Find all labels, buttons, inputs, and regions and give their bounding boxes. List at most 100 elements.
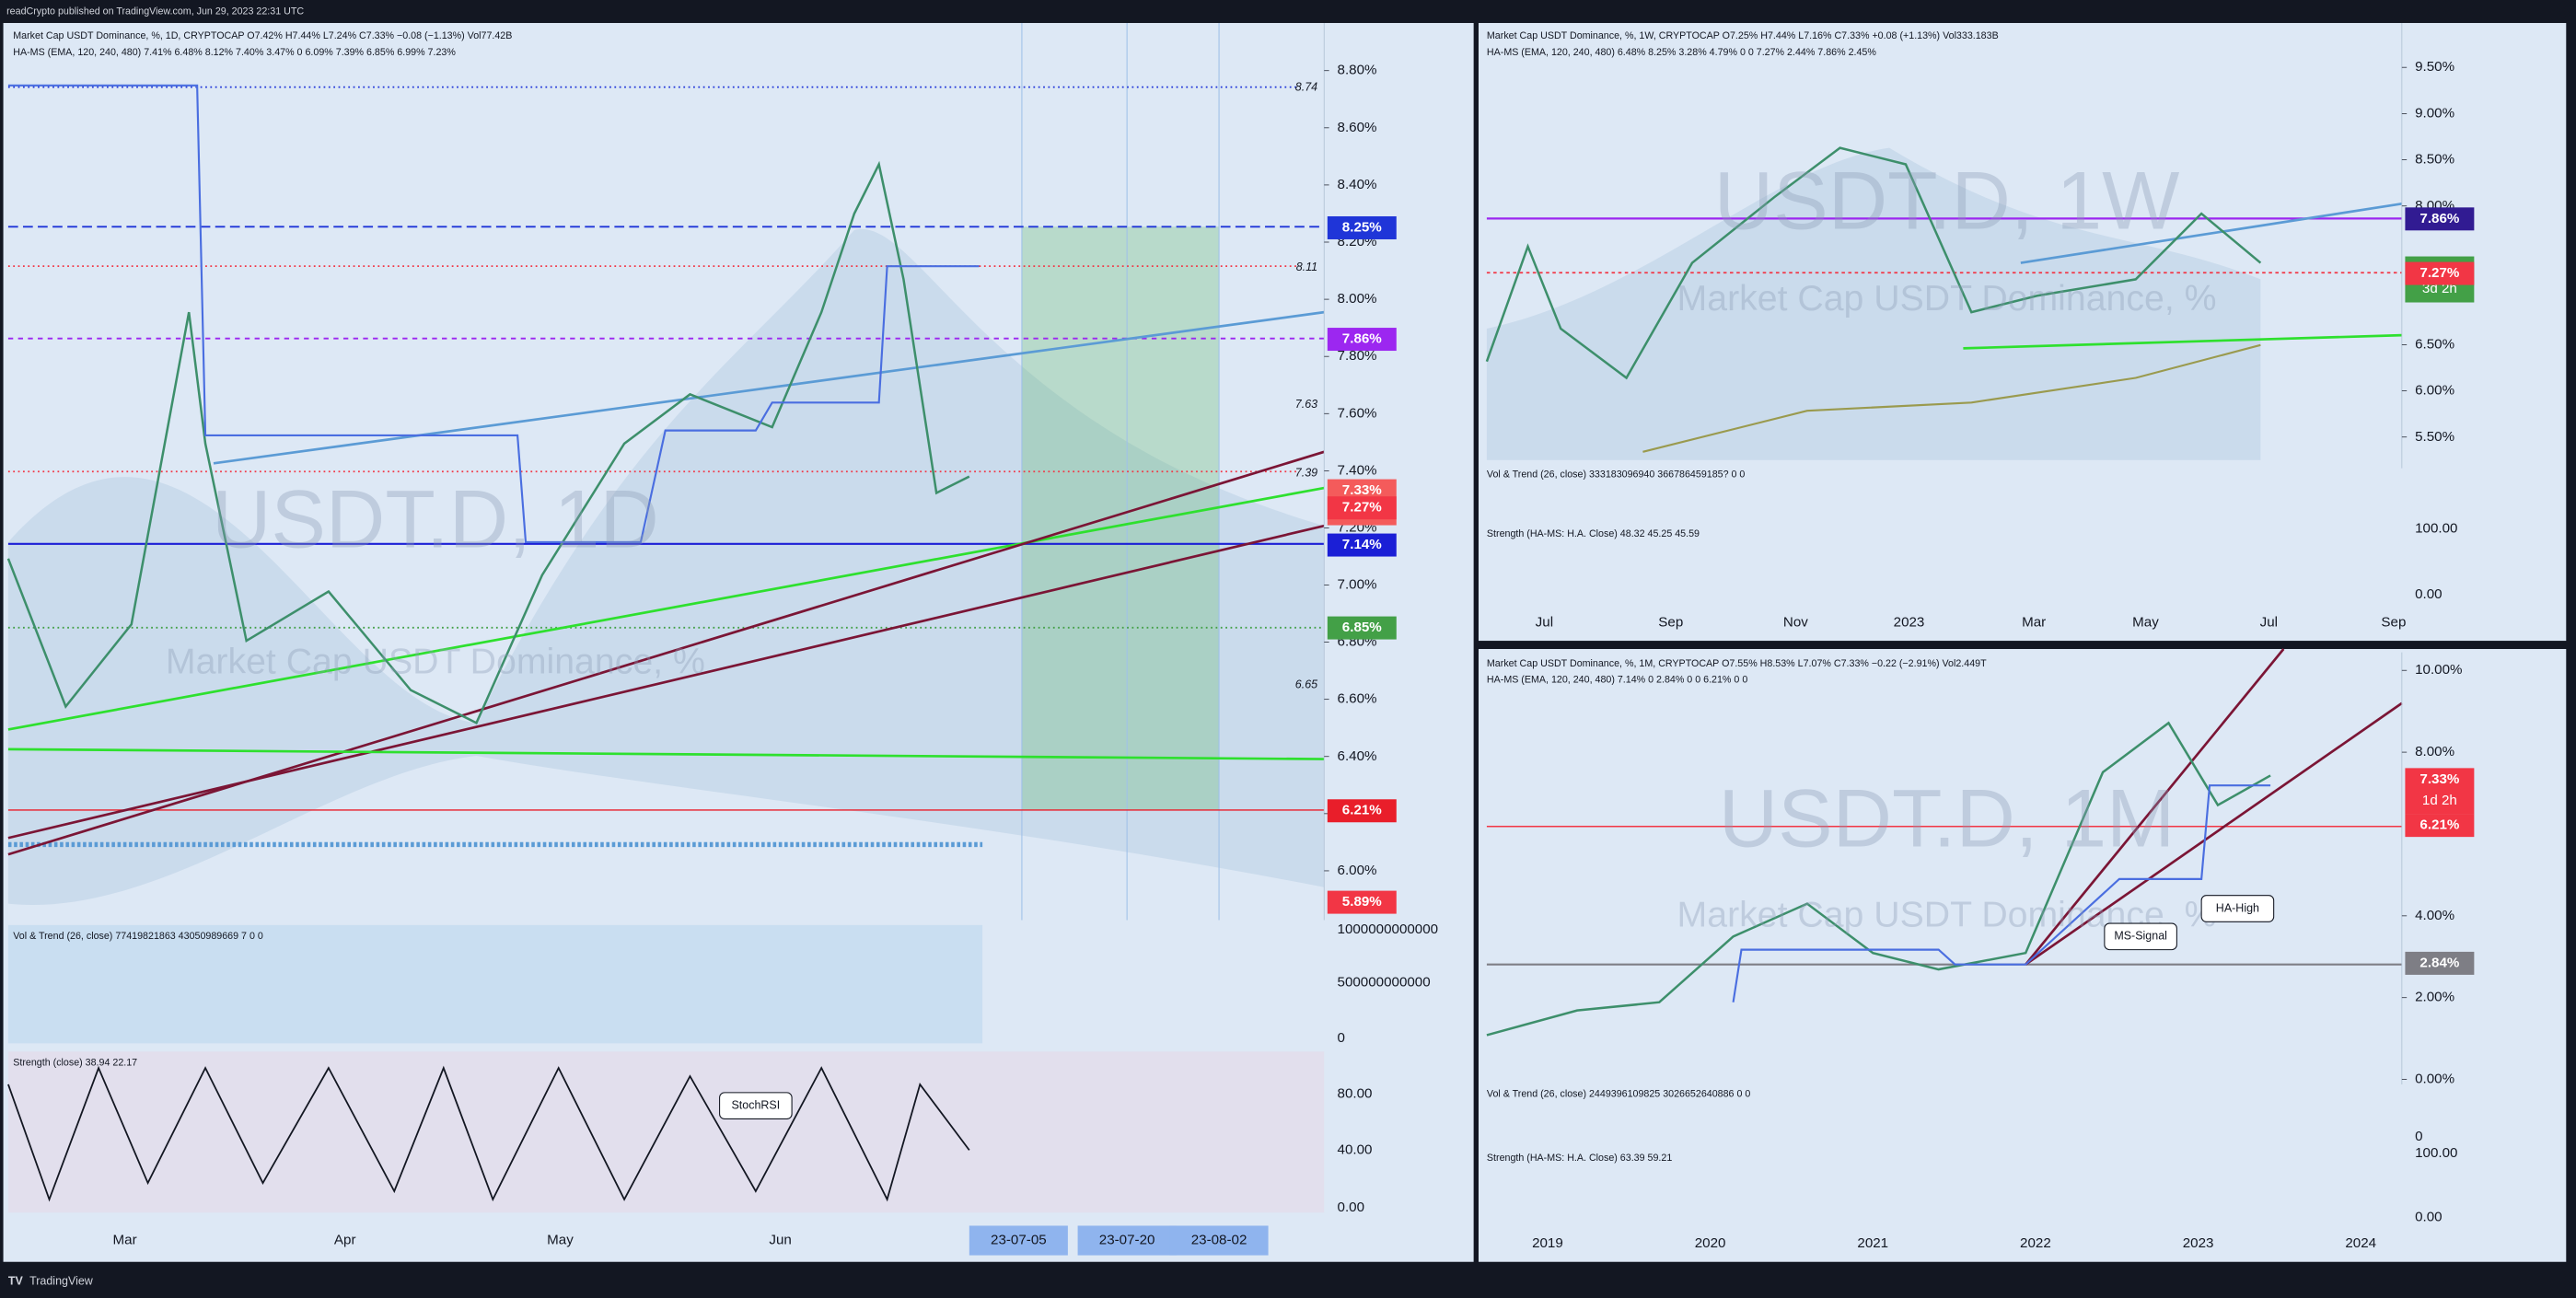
note: StochRSI: [731, 1098, 780, 1111]
indicator-title: Strength (HA-MS: H.A. Close) 48.32 45.25…: [1487, 528, 1700, 539]
time-label: Sep: [1658, 614, 1683, 630]
price-tick-label: 9.50%: [2415, 59, 2454, 75]
indicator-title: Strength (close) 38.94 22.17: [13, 1058, 137, 1069]
price-tag-label: 7.27%: [2419, 265, 2459, 281]
indicator-axis-label: 0: [2415, 1129, 2422, 1144]
time-label: May: [547, 1233, 574, 1248]
indicator-title: Vol & Trend (26, close) 333183096940 366…: [1487, 469, 1746, 481]
price-tag: [2405, 261, 2475, 285]
note-box: [2200, 895, 2275, 922]
price-tick-label: 8.50%: [2415, 152, 2454, 168]
price-path: [6, 160, 970, 725]
ha-high: [1732, 784, 2271, 1002]
trendline: [2025, 701, 2403, 966]
header: readCrypto published on TradingView.com,…: [6, 6, 304, 17]
line-label: 6.65: [1295, 678, 1317, 690]
indicator-axis-label: 0.00: [1338, 1199, 1364, 1215]
trendline: [2020, 202, 2403, 264]
price-tag: [2405, 768, 2475, 815]
trendline: [2025, 648, 2285, 966]
price-tick-label: 7.40%: [1338, 462, 1377, 478]
price-tick-label: 6.00%: [1338, 863, 1377, 878]
price-tag: [2405, 951, 2475, 975]
price-tick-label: 6.40%: [1338, 748, 1377, 764]
price-path: [1486, 721, 2271, 1037]
note: HA-High: [2216, 901, 2259, 914]
strength-bg: [7, 1051, 1325, 1213]
price-tick-label: 8.80%: [1338, 63, 1377, 78]
watermark: USDT.D, 1D: [212, 473, 659, 565]
price-tag-label: 7.33%: [2419, 771, 2459, 787]
date-tag: [1077, 1225, 1177, 1256]
price-tick-label: 8.00%: [1338, 291, 1377, 307]
footer-logo: TV: [8, 1274, 24, 1287]
legend: HA-MS (EMA, 120, 240, 480) 6.48% 8.25% 3…: [1487, 47, 1876, 58]
price-tick-label: 7.80%: [1338, 348, 1377, 364]
footer-brand: TradingView: [29, 1274, 94, 1287]
price-tick-label: 8.00%: [2415, 744, 2454, 759]
watermark: Market Cap USDT Dominance, %: [1677, 278, 2217, 319]
price-tag-label: 6.21%: [1342, 803, 1382, 818]
target-zone: [1021, 226, 1220, 810]
date-tag-label: 23-07-05: [991, 1233, 1047, 1248]
price-tag: [1327, 890, 1397, 914]
time-label: Sep: [2381, 614, 2406, 630]
price-tick-label: 8.40%: [1338, 177, 1377, 192]
time-label: 2022: [2020, 1235, 2051, 1251]
price-tag: [1327, 215, 1397, 239]
price-tick-label: 6.50%: [2415, 336, 2454, 352]
time-label: Apr: [334, 1233, 356, 1248]
price-tick-label: 8.60%: [1338, 120, 1377, 135]
time-label: Nov: [1783, 614, 1808, 630]
price-tag: [1327, 328, 1397, 352]
price-tag: [2405, 814, 2475, 838]
watermark: Market Cap USDT Dominance, %: [166, 641, 705, 681]
indicator-title: Vol & Trend (26, close) 2449396109825 30…: [1487, 1089, 1750, 1100]
price-tick-label: 0.00%: [2415, 1072, 2454, 1087]
price-tick-label: 2.00%: [2415, 990, 2454, 1005]
line-label: 8.11: [1296, 261, 1317, 273]
ha-high: [7, 84, 980, 544]
price-tag-label: 6.21%: [2419, 817, 2459, 833]
note-box: [719, 1092, 793, 1119]
indicator-title: Vol & Trend (26, close) 77419821863 4305…: [13, 931, 263, 942]
date-tag-label: 23-08-02: [1191, 1233, 1247, 1248]
line-label: 7.63: [1295, 398, 1317, 411]
time-label: 2024: [2345, 1235, 2376, 1251]
legend: HA-MS (EMA, 120, 240, 480) 7.14% 0 2.84%…: [1487, 675, 1747, 686]
trendline: [1963, 333, 2402, 350]
price-tick-label: 4.00%: [2415, 908, 2454, 923]
vol-bg: [7, 924, 983, 1044]
stoch-line: [7, 1065, 970, 1202]
indicator-axis-label: 1000000000000: [1338, 921, 1439, 937]
price-tick-label: 7.00%: [1338, 577, 1377, 593]
time-label: 2019: [1532, 1235, 1563, 1251]
cloud: [1486, 147, 2261, 460]
indicator-axis-label: 100.00: [2415, 1145, 2457, 1161]
price-path: [1485, 146, 2262, 380]
legend: Market Cap USDT Dominance, %, 1W, CRYPTO…: [1487, 30, 1999, 41]
trendline: [7, 748, 1325, 760]
time-label: 2023: [1894, 614, 1925, 630]
time-label: May: [2132, 614, 2159, 630]
ha-low: [1642, 343, 2261, 453]
trendline: [7, 450, 1325, 856]
legend: Market Cap USDT Dominance, %, 1M, CRYPTO…: [1487, 658, 1987, 669]
legend: Market Cap USDT Dominance, %, 1D, CRYPTO…: [13, 30, 512, 41]
price-tag: [1327, 533, 1397, 557]
indicator-axis-label: 0.00: [2415, 586, 2442, 602]
line-label: 7.39: [1295, 467, 1317, 480]
price-tag-label: 7.27%: [1342, 500, 1382, 516]
indicator-title: Strength (HA-MS: H.A. Close) 63.39 59.21: [1487, 1153, 1672, 1164]
note-box: [2104, 922, 2177, 951]
date-tag: [1169, 1225, 1269, 1256]
watermark: USDT.D, 1M: [1719, 772, 2176, 864]
price-tag-label: 6.85%: [1342, 620, 1382, 635]
price-tag: [1327, 616, 1397, 640]
panel-bg: [1478, 649, 2567, 1262]
line-label: 8.74: [1295, 81, 1317, 94]
trendline: [7, 486, 1325, 731]
indicator-axis-label: 0: [1338, 1030, 1345, 1046]
price-tag-label: 8.25%: [1342, 219, 1382, 235]
indicator-axis-label: 0.00: [2415, 1210, 2442, 1225]
